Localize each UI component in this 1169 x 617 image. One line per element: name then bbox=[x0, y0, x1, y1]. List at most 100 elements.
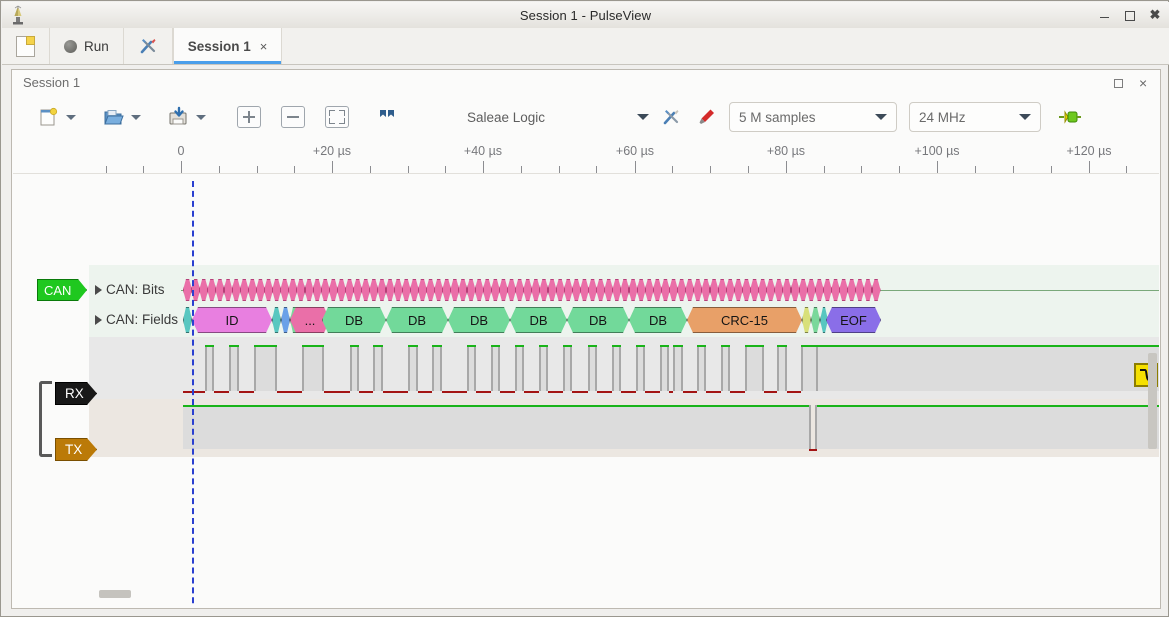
zoom-in-button[interactable] bbox=[233, 102, 265, 132]
new-session-icon bbox=[16, 35, 35, 57]
device-config-button[interactable] bbox=[655, 102, 687, 132]
rx-falling-edge bbox=[498, 345, 500, 391]
can-field-marker[interactable] bbox=[811, 307, 820, 333]
ruler-major-tick bbox=[635, 161, 636, 173]
ruler-minor-tick bbox=[408, 166, 409, 173]
h-scrollbar-thumb[interactable] bbox=[99, 590, 131, 598]
h-scrollbar[interactable] bbox=[89, 587, 1159, 600]
tab-close-icon[interactable]: × bbox=[259, 38, 268, 54]
show-cursors-button[interactable] bbox=[371, 102, 403, 132]
rx-falling-edge bbox=[762, 345, 764, 391]
can-field-db[interactable]: DB bbox=[386, 307, 448, 333]
rx-falling-edge bbox=[522, 345, 524, 391]
tx-idle-fill bbox=[183, 405, 1159, 449]
rx-high-segment bbox=[350, 345, 359, 347]
ruler-minor-tick bbox=[1013, 166, 1014, 173]
can-field-db[interactable]: DB bbox=[629, 307, 687, 333]
sample-count-selector[interactable]: 5 M samples bbox=[729, 102, 897, 132]
window-controls: ✖ bbox=[1099, 2, 1161, 28]
tx-high-segment bbox=[183, 405, 809, 407]
chevron-down-icon bbox=[1019, 114, 1031, 120]
tx-low-segment bbox=[809, 449, 817, 451]
rx-low-segment bbox=[524, 391, 539, 393]
rx-idle-fill bbox=[818, 345, 1159, 391]
rx-pulse-fill bbox=[673, 345, 683, 391]
rx-pulse-fill bbox=[491, 345, 500, 391]
new-document-button[interactable] bbox=[32, 102, 64, 132]
zoom-fit-button[interactable] bbox=[321, 102, 353, 132]
tx-falling-edge bbox=[809, 405, 811, 449]
rx-low-segment bbox=[706, 391, 721, 393]
can-field-db[interactable]: DB bbox=[322, 307, 386, 333]
rx-rising-edge bbox=[432, 345, 434, 391]
close-button[interactable]: ✖ bbox=[1149, 7, 1161, 22]
can-field-marker[interactable] bbox=[281, 307, 290, 333]
save-dropdown-caret[interactable] bbox=[196, 114, 206, 120]
chevron-down-icon bbox=[637, 114, 649, 120]
v-scrollbar-thumb[interactable] bbox=[1148, 353, 1157, 449]
rx-falling-edge bbox=[595, 345, 597, 391]
can-field-marker[interactable] bbox=[183, 307, 192, 333]
settings-button[interactable] bbox=[124, 28, 173, 64]
ruler-minor-tick bbox=[294, 166, 295, 173]
can-fields-expander[interactable] bbox=[95, 315, 102, 325]
subwindow-restore-button[interactable] bbox=[1112, 77, 1124, 89]
ruler-major-tick bbox=[786, 161, 787, 173]
decoder-badge-can[interactable]: CAN bbox=[37, 279, 87, 301]
open-file-dropdown-caret[interactable] bbox=[131, 114, 141, 120]
channel-badge-tx[interactable]: TX bbox=[55, 438, 97, 461]
can-field-db[interactable]: DB bbox=[567, 307, 629, 333]
can-field-marker[interactable] bbox=[802, 307, 811, 333]
rx-pulse-fill bbox=[408, 345, 418, 391]
open-file-button[interactable] bbox=[97, 102, 129, 132]
zoom-out-button[interactable] bbox=[277, 102, 309, 132]
can-field-db[interactable]: DB bbox=[510, 307, 567, 333]
rx-low-segment bbox=[239, 391, 254, 393]
rx-low-segment bbox=[572, 391, 588, 393]
rx-pulse-fill bbox=[254, 345, 277, 391]
can-bits-label: CAN: Bits bbox=[106, 282, 165, 297]
new-document-dropdown-caret[interactable] bbox=[66, 114, 76, 120]
tx-rising-edge bbox=[815, 405, 817, 449]
trigger-cursor-line[interactable] bbox=[192, 181, 194, 607]
rx-high-segment bbox=[636, 345, 645, 347]
rx-pulse-fill bbox=[432, 345, 442, 391]
can-field-id[interactable]: ID bbox=[192, 307, 272, 333]
rx-pulse-fill bbox=[350, 345, 359, 391]
time-ruler[interactable]: 0 +20 µs +40 µs +60 µs +80 µs +100 µs +120 µs bbox=[13, 139, 1159, 181]
tx-high-segment bbox=[817, 405, 1159, 407]
ruler-major-tick bbox=[1089, 161, 1090, 173]
can-field-eof[interactable]: EOF bbox=[826, 307, 881, 333]
ruler-label: +80 µs bbox=[766, 144, 806, 158]
minimize-button[interactable] bbox=[1099, 9, 1111, 21]
can-field-crc15[interactable]: CRC-15 bbox=[687, 307, 802, 333]
can-bit-cell[interactable] bbox=[872, 279, 881, 301]
rx-pulse-fill bbox=[745, 345, 764, 391]
save-button[interactable] bbox=[162, 102, 194, 132]
rx-high-segment bbox=[205, 345, 214, 347]
rx-low-segment bbox=[214, 391, 229, 393]
ruler-minor-tick bbox=[748, 166, 749, 173]
sample-count-value: 5 M samples bbox=[739, 109, 816, 125]
can-field-marker[interactable] bbox=[272, 307, 281, 333]
device-selector[interactable]: Saleae Logic bbox=[467, 102, 649, 132]
tab-session-1[interactable]: Session 1 × bbox=[172, 28, 283, 64]
ruler-minor-tick bbox=[257, 166, 258, 173]
ruler-major-tick bbox=[332, 161, 333, 173]
can-bits-expander[interactable] bbox=[95, 285, 102, 295]
ruler-minor-tick bbox=[899, 166, 900, 173]
trigger-probe-button[interactable] bbox=[691, 102, 723, 132]
rx-rising-edge bbox=[491, 345, 493, 391]
maximize-button[interactable] bbox=[1124, 9, 1136, 21]
sample-rate-selector[interactable]: 24 MHz bbox=[909, 102, 1041, 132]
run-button[interactable]: Run bbox=[50, 28, 124, 64]
rx-high-segment bbox=[777, 345, 787, 347]
channel-badge-rx[interactable]: RX bbox=[55, 382, 97, 405]
subwindow-controls: × bbox=[1112, 70, 1151, 95]
can-field-db[interactable]: DB bbox=[448, 307, 510, 333]
ruler-label: +100 µs bbox=[914, 144, 960, 158]
subwindow-close-button[interactable]: × bbox=[1139, 74, 1148, 91]
rx-rising-edge bbox=[745, 345, 747, 391]
new-session-button[interactable] bbox=[2, 28, 50, 64]
